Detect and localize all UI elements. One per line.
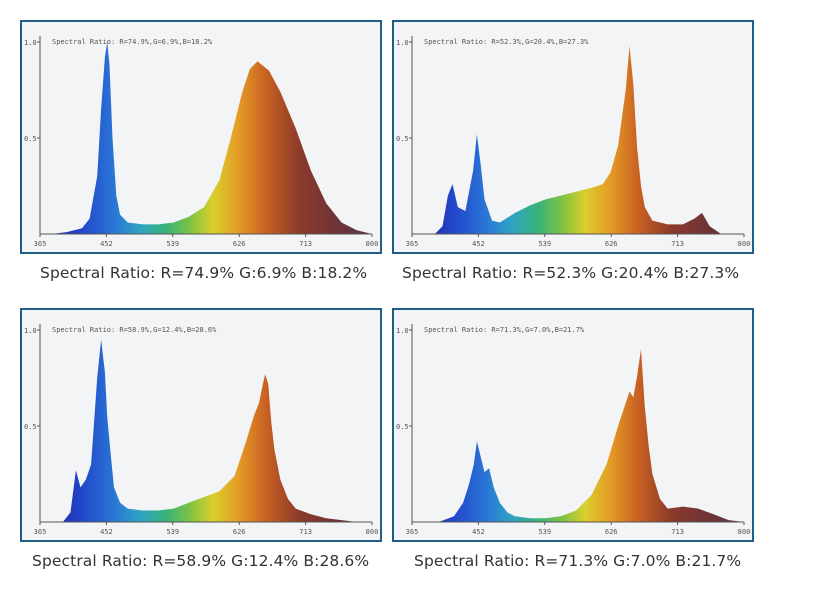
y-tick-label: 1.0 — [396, 327, 409, 335]
x-tick-label: 452 — [472, 240, 485, 248]
x-tick-label: 452 — [100, 528, 113, 536]
x-tick-label: 365 — [406, 528, 419, 536]
spectrum-chart-2: 1.0 0.5 365 452 539 626 713 800 Spectral Ratio: … — [396, 36, 751, 248]
y-tick-label: 0.5 — [396, 423, 409, 431]
spectrum-chart-4: 1.0 0.5 365 452 539 626 713 800 Spectral Ratio: … — [396, 324, 751, 536]
x-tick-label: 713 — [671, 528, 684, 536]
x-tick-label: 539 — [166, 528, 179, 536]
x-tick-label: 539 — [538, 528, 551, 536]
x-tick-label: 713 — [671, 240, 684, 248]
x-tick-label: 365 — [34, 528, 47, 536]
x-tick-label: 800 — [366, 528, 379, 536]
y-tick-label: 1.0 — [396, 39, 409, 47]
y-tick-label: 0.5 — [396, 135, 409, 143]
caption-2: Spectral Ratio: R=52.3% G:20.4% B:27.3% — [402, 264, 740, 282]
x-tick-label: 800 — [366, 240, 379, 248]
x-tick-label: 626 — [233, 528, 246, 536]
y-tick-label: 1.0 — [24, 39, 37, 47]
x-tick-label: 800 — [738, 240, 751, 248]
spectrum-chart-1: 1.0 0.5 365 452 539 626 713 800 Spectral Ratio: … — [24, 36, 379, 248]
spectrum-area — [412, 349, 744, 522]
spectrum-area — [40, 42, 372, 234]
x-tick-label: 626 — [605, 528, 618, 536]
x-tick-label: 452 — [100, 240, 113, 248]
chart-title: Spectral Ratio: R=58.9%,G=12.4%,B=28.6% — [52, 326, 217, 334]
x-tick-label: 713 — [299, 528, 312, 536]
x-tick-label: 365 — [34, 240, 47, 248]
caption-3: Spectral Ratio: R=58.9% G:12.4% B:28.6% — [32, 552, 370, 570]
chart-title: Spectral Ratio: R=74.9%,G=6.9%,B=18.2% — [52, 38, 213, 46]
x-tick-label: 452 — [472, 528, 485, 536]
y-tick-label: 0.5 — [24, 423, 37, 431]
x-tick-label: 800 — [738, 528, 751, 536]
spectrum-area — [40, 339, 372, 522]
spectrum-chart-3: 1.0 0.5 365 452 539 626 713 800 Spectral Ratio: … — [24, 324, 379, 536]
x-tick-label: 539 — [538, 240, 551, 248]
caption-4: Spectral Ratio: R=71.3% G:7.0% B:21.7% — [414, 552, 742, 570]
chart-title: Spectral Ratio: R=71.3%,G=7.0%,B=21.7% — [424, 326, 585, 334]
y-tick-label: 0.5 — [24, 135, 37, 143]
spectrum-panel-3: 1.0 0.5 365 452 539 626 713 800 Spectral Ratio: … — [20, 308, 382, 542]
caption-1: Spectral Ratio: R=74.9% G:6.9% B:18.2% — [40, 264, 368, 282]
x-tick-label: 365 — [406, 240, 419, 248]
x-tick-label: 713 — [299, 240, 312, 248]
y-tick-label: 1.0 — [24, 327, 37, 335]
spectrum-panel-1: 1.0 0.5 365 452 539 626 713 800 Spectral Ratio: … — [20, 20, 382, 254]
chart-title: Spectral Ratio: R=52.3%,G=20.4%,B=27.3% — [424, 38, 589, 46]
x-tick-label: 626 — [605, 240, 618, 248]
x-tick-label: 626 — [233, 240, 246, 248]
spectrum-area — [412, 45, 744, 234]
spectrum-panel-2: 1.0 0.5 365 452 539 626 713 800 Spectral Ratio: … — [392, 20, 754, 254]
spectrum-panel-4: 1.0 0.5 365 452 539 626 713 800 Spectral Ratio: … — [392, 308, 754, 542]
x-tick-label: 539 — [166, 240, 179, 248]
